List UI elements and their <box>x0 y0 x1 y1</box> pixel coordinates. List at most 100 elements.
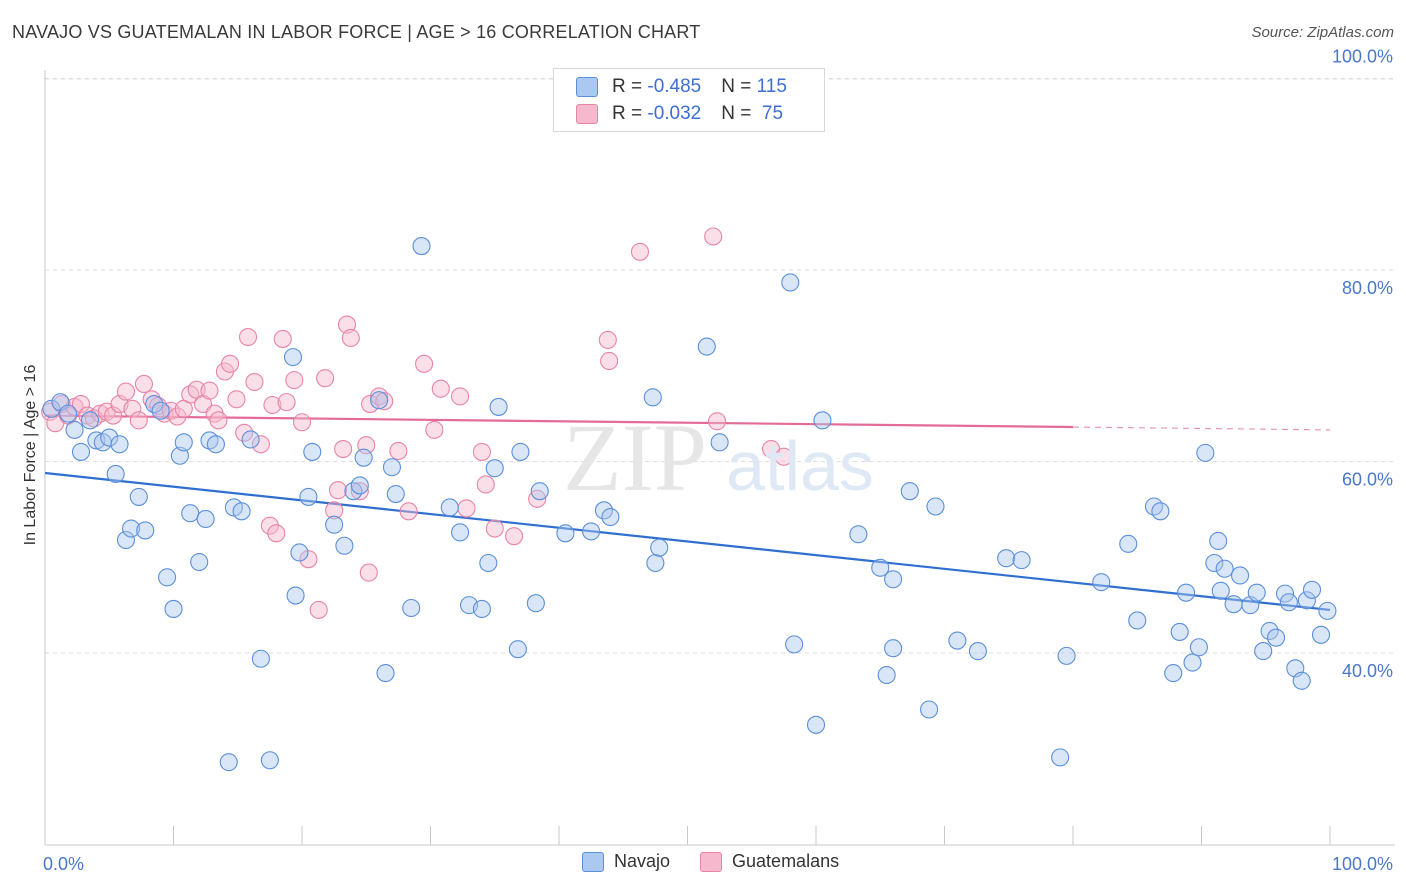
point-guatemalans <box>457 499 476 518</box>
point-navajo <box>849 525 868 544</box>
point-navajo <box>1275 584 1295 603</box>
point-navajo <box>100 428 119 447</box>
bottom-legend-navajo: Navajo <box>582 851 670 872</box>
point-guatemalans <box>316 369 335 388</box>
point-guatemalans <box>341 328 360 348</box>
point-guatemalans <box>245 372 264 392</box>
point-guatemalans <box>168 407 187 426</box>
point-navajo <box>1302 580 1322 599</box>
point-navajo <box>781 273 800 292</box>
point-navajo <box>1092 573 1111 592</box>
point-guatemalans <box>299 550 318 569</box>
point-guatemalans <box>472 442 491 461</box>
point-navajo <box>1297 591 1316 610</box>
x-tick-label: 100.0% <box>1332 854 1393 874</box>
point-navajo <box>813 411 832 430</box>
point-navajo <box>697 337 716 356</box>
point-guatemalans <box>260 516 279 535</box>
point-guatemalans <box>451 387 470 406</box>
point-guatemalans <box>350 482 369 501</box>
point-guatemalans <box>116 382 136 401</box>
point-navajo <box>1189 638 1208 657</box>
watermark-atlas: atlas <box>726 427 874 505</box>
point-navajo <box>646 553 665 573</box>
point-navajo <box>594 501 614 520</box>
point-guatemalans <box>708 412 727 431</box>
point-navajo <box>1209 531 1228 551</box>
point-navajo <box>80 411 100 430</box>
point-guatemalans <box>600 351 619 371</box>
point-navajo <box>1183 653 1202 672</box>
legend-swatch-navajo <box>576 77 598 97</box>
point-navajo <box>110 435 129 454</box>
trend-lines <box>44 414 1331 612</box>
point-navajo <box>382 458 402 477</box>
y-tick-label: 80.0% <box>1342 278 1393 298</box>
trend-line-navajo <box>44 471 1331 612</box>
point-navajo <box>151 401 170 420</box>
point-guatemalans <box>325 501 344 520</box>
point-guatemalans <box>630 242 650 261</box>
point-guatemalans <box>71 394 91 414</box>
point-guatemalans <box>263 395 282 415</box>
trend-line-guatemalans <box>44 414 1074 429</box>
point-guatemalans <box>292 413 312 432</box>
point-navajo <box>129 487 148 506</box>
point-navajo <box>785 635 804 654</box>
point-navajo <box>485 459 504 478</box>
point-guatemalans <box>200 381 219 400</box>
trend-line-extension-guatemalans <box>1072 426 1331 431</box>
legend-r-label: R = <box>612 76 648 97</box>
point-navajo <box>122 519 141 538</box>
bottom-legend-guatemalans: Guatemalans <box>700 851 839 872</box>
point-navajo <box>164 599 183 619</box>
point-guatemalans <box>334 440 353 459</box>
point-navajo <box>710 433 729 452</box>
point-guatemalans <box>251 435 270 454</box>
point-navajo <box>884 570 903 589</box>
point-navajo <box>877 665 896 685</box>
point-guatemalans <box>235 423 254 442</box>
legend-swatch-guatemalans <box>576 104 598 124</box>
point-navajo <box>1247 583 1266 602</box>
point-navajo <box>286 586 305 605</box>
point-guatemalans <box>129 411 148 430</box>
x-tick-label: 0.0% <box>43 854 84 874</box>
point-guatemalans <box>337 315 357 334</box>
point-navajo <box>386 485 405 504</box>
point-guatemalans <box>209 411 228 430</box>
legend: R = -0.485 N = 115 R = -0.032 N = 75 <box>553 68 825 132</box>
point-navajo <box>412 237 431 256</box>
point-navajo <box>1051 748 1070 767</box>
point-navajo <box>968 642 987 661</box>
point-navajo <box>1170 622 1189 641</box>
point-navajo <box>1164 664 1183 683</box>
point-navajo <box>900 482 919 501</box>
point-navajo <box>241 430 260 449</box>
point-navajo <box>251 649 270 668</box>
point-guatemalans <box>359 563 378 582</box>
point-navajo <box>479 553 498 573</box>
point-navajo <box>190 552 209 572</box>
point-navajo <box>451 523 470 542</box>
point-navajo <box>1128 611 1147 630</box>
point-guatemalans <box>399 502 418 521</box>
point-guatemalans <box>227 390 246 409</box>
point-guatemalans <box>704 227 723 246</box>
point-navajo <box>650 538 669 557</box>
point-navajo <box>219 753 238 772</box>
point-navajo <box>1211 581 1230 600</box>
bottom-legend-label: Guatemalans <box>732 851 840 871</box>
point-navajo <box>303 442 322 461</box>
point-navajo <box>299 487 318 506</box>
point-navajo <box>948 631 967 650</box>
bottom-legend-label: Navajo <box>614 851 671 871</box>
point-guatemalans <box>267 524 286 543</box>
point-navajo <box>884 639 903 658</box>
y-tick-label: 100.0% <box>1332 47 1393 67</box>
point-navajo <box>59 404 78 423</box>
source-credit: Source: ZipAtlas.com <box>1251 24 1394 41</box>
point-navajo <box>920 700 939 719</box>
legend-r-value: -0.032 <box>647 103 702 124</box>
